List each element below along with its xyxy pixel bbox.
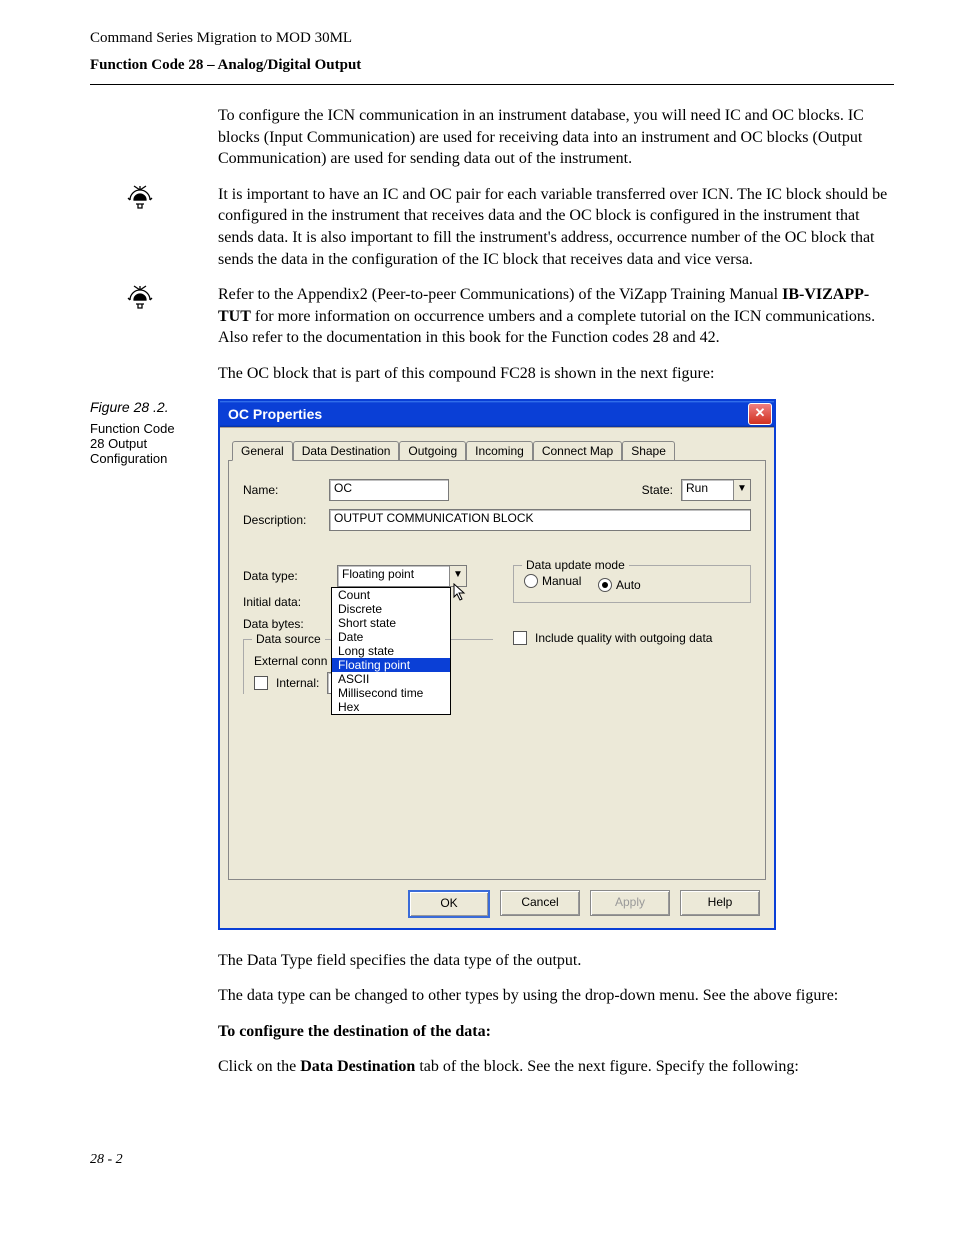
dialog-window: OC Properties ✕ General Data Destination…	[218, 399, 776, 930]
window-title: OC Properties	[228, 406, 322, 422]
name-label: Name:	[243, 483, 321, 497]
dropdown-option[interactable]: Discrete	[332, 602, 450, 616]
dropdown-option[interactable]: Date	[332, 630, 450, 644]
header-rule	[90, 84, 894, 85]
internal-label: Internal:	[276, 676, 319, 690]
update-mode-label: Data update mode	[522, 558, 629, 572]
tab-incoming[interactable]: Incoming	[466, 441, 533, 461]
description-label: Description:	[243, 513, 321, 527]
datatype-select[interactable]: Floating point ▼	[337, 565, 467, 587]
tab-data-destination[interactable]: Data Destination	[293, 441, 400, 461]
paragraph: The OC block that is part of this compou…	[218, 363, 894, 385]
paragraph: To configure the destination of the data…	[218, 1021, 894, 1043]
dropdown-option[interactable]: Floating point	[332, 658, 450, 672]
paragraph: Click on the Data Destination tab of the…	[218, 1056, 894, 1078]
datatype-dropdown[interactable]: Count Discrete Short state Date Long sta…	[331, 587, 451, 715]
state-label: State:	[642, 483, 673, 497]
paragraph: To configure the ICN communication in an…	[218, 105, 894, 170]
dropdown-option[interactable]: Hex	[332, 700, 450, 714]
tab-connect-map[interactable]: Connect Map	[533, 441, 622, 461]
help-button[interactable]: Help	[680, 890, 760, 916]
note-icon	[124, 184, 156, 216]
button-row: OK Cancel Apply Help	[228, 890, 766, 918]
cursor-icon	[453, 583, 467, 601]
dropdown-option[interactable]: Count	[332, 588, 450, 602]
titlebar[interactable]: OC Properties ✕	[220, 401, 774, 427]
section-title: Function Code 28 – Analog/Digital Output	[90, 57, 894, 74]
apply-button[interactable]: Apply	[590, 890, 670, 916]
figure-label: Figure 28 .2.	[90, 399, 190, 415]
state-select[interactable]: Run ▼	[681, 479, 751, 501]
cancel-button[interactable]: Cancel	[500, 890, 580, 916]
databytes-label: Data bytes:	[243, 617, 329, 631]
initialdata-label: Initial data:	[243, 595, 329, 609]
running-head: Command Series Migration to MOD 30ML	[90, 30, 894, 47]
internal-checkbox[interactable]	[254, 676, 268, 690]
paragraph: Refer to the Appendix2 (Peer-to-peer Com…	[218, 284, 894, 349]
tab-page: Name: OC State: Run ▼ Description: OUTPU…	[228, 460, 766, 880]
tab-general[interactable]: General	[232, 441, 293, 461]
description-input[interactable]: OUTPUT COMMUNICATION BLOCK	[329, 509, 751, 531]
paragraph: The Data Type field specifies the data t…	[218, 950, 894, 972]
manual-radio[interactable]: Manual	[524, 574, 581, 588]
dropdown-option[interactable]: Short state	[332, 616, 450, 630]
dropdown-option[interactable]: ASCII	[332, 672, 450, 686]
datatype-label: Data type:	[243, 569, 329, 583]
dropdown-option[interactable]: Millisecond time	[332, 686, 450, 700]
tab-shape[interactable]: Shape	[622, 441, 675, 461]
close-icon[interactable]: ✕	[748, 403, 772, 425]
paragraph: The data type can be changed to other ty…	[218, 985, 894, 1007]
include-quality-checkbox[interactable]	[513, 631, 527, 645]
update-mode-group: Data update mode Manual Auto	[513, 565, 751, 603]
figure-caption: Function Code 28 Output Configuration	[90, 421, 190, 466]
name-input[interactable]: OC	[329, 479, 449, 501]
note-icon	[124, 284, 156, 316]
tab-outgoing[interactable]: Outgoing	[399, 441, 466, 461]
auto-radio[interactable]: Auto	[598, 578, 641, 592]
include-quality-label: Include quality with outgoing data	[535, 631, 712, 645]
datasource-group-label: Data source	[252, 632, 325, 646]
chevron-down-icon: ▼	[733, 480, 750, 500]
ok-button[interactable]: OK	[408, 890, 490, 918]
external-conn-label: External conn	[254, 654, 327, 668]
paragraph: It is important to have an IC and OC pai…	[218, 184, 894, 270]
tabstrip: General Data Destination Outgoing Incomi…	[232, 440, 762, 460]
page-number: 28 - 2	[90, 1152, 894, 1168]
dropdown-option[interactable]: Long state	[332, 644, 450, 658]
